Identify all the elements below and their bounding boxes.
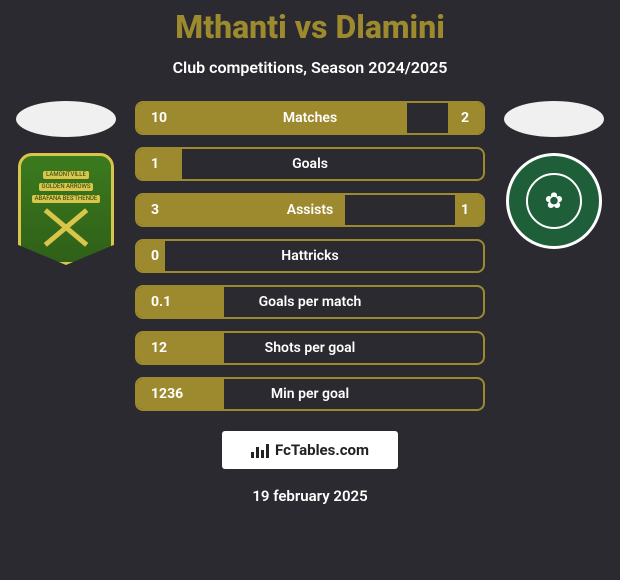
stat-row: 1Goals: [135, 147, 485, 181]
page-title: Mthanti vs Dlamini: [0, 8, 620, 46]
main-row: LAMONTVILLE GOLDEN ARROWS ABAFANA BES'TH…: [0, 101, 620, 411]
player-left-column: LAMONTVILLE GOLDEN ARROWS ABAFANA BES'TH…: [11, 101, 121, 265]
club-left-motto: ABAFANA BES'THENDE: [32, 195, 101, 203]
footer-date: 19 february 2025: [0, 487, 620, 505]
stat-label: Hattricks: [137, 248, 483, 264]
stat-value-right: 2: [447, 110, 483, 126]
club-left-name-line2: GOLDEN ARROWS: [39, 183, 94, 191]
stat-row: 0Hattricks: [135, 239, 485, 273]
stat-row: 0.1Goals per match: [135, 285, 485, 319]
club-right-emblem-icon: ✿: [526, 173, 582, 229]
stat-row: 10Matches2: [135, 101, 485, 135]
stat-row: 3Assists1: [135, 193, 485, 227]
player-right-column: ✿: [499, 101, 609, 249]
club-left-name-line1: LAMONTVILLE: [43, 171, 89, 179]
crossed-arrows-icon: [42, 207, 90, 247]
stat-row: 1236Min per goal: [135, 377, 485, 411]
stats-column: 10Matches21Goals3Assists10Hattricks0.1Go…: [135, 101, 485, 411]
stat-row: 12Shots per goal: [135, 331, 485, 365]
player-right-avatar: [504, 101, 604, 137]
comparison-card: Mthanti vs Dlamini Club competitions, Se…: [0, 0, 620, 580]
club-badge-right: ✿: [506, 153, 602, 249]
stat-label: Goals per match: [137, 294, 483, 310]
footer-site-label: FcTables.com: [275, 441, 369, 459]
player-left-avatar: [16, 101, 116, 137]
bar-chart-icon: [251, 442, 269, 458]
stat-label: Shots per goal: [137, 340, 483, 356]
club-badge-left: LAMONTVILLE GOLDEN ARROWS ABAFANA BES'TH…: [18, 153, 114, 265]
stat-label: Matches: [137, 110, 483, 126]
stat-label: Min per goal: [137, 386, 483, 402]
subtitle: Club competitions, Season 2024/2025: [0, 58, 620, 77]
stat-label: Goals: [137, 156, 483, 172]
footer-site-badge: FcTables.com: [222, 431, 398, 469]
stat-value-right: 1: [447, 202, 483, 218]
stat-label: Assists: [137, 202, 483, 218]
